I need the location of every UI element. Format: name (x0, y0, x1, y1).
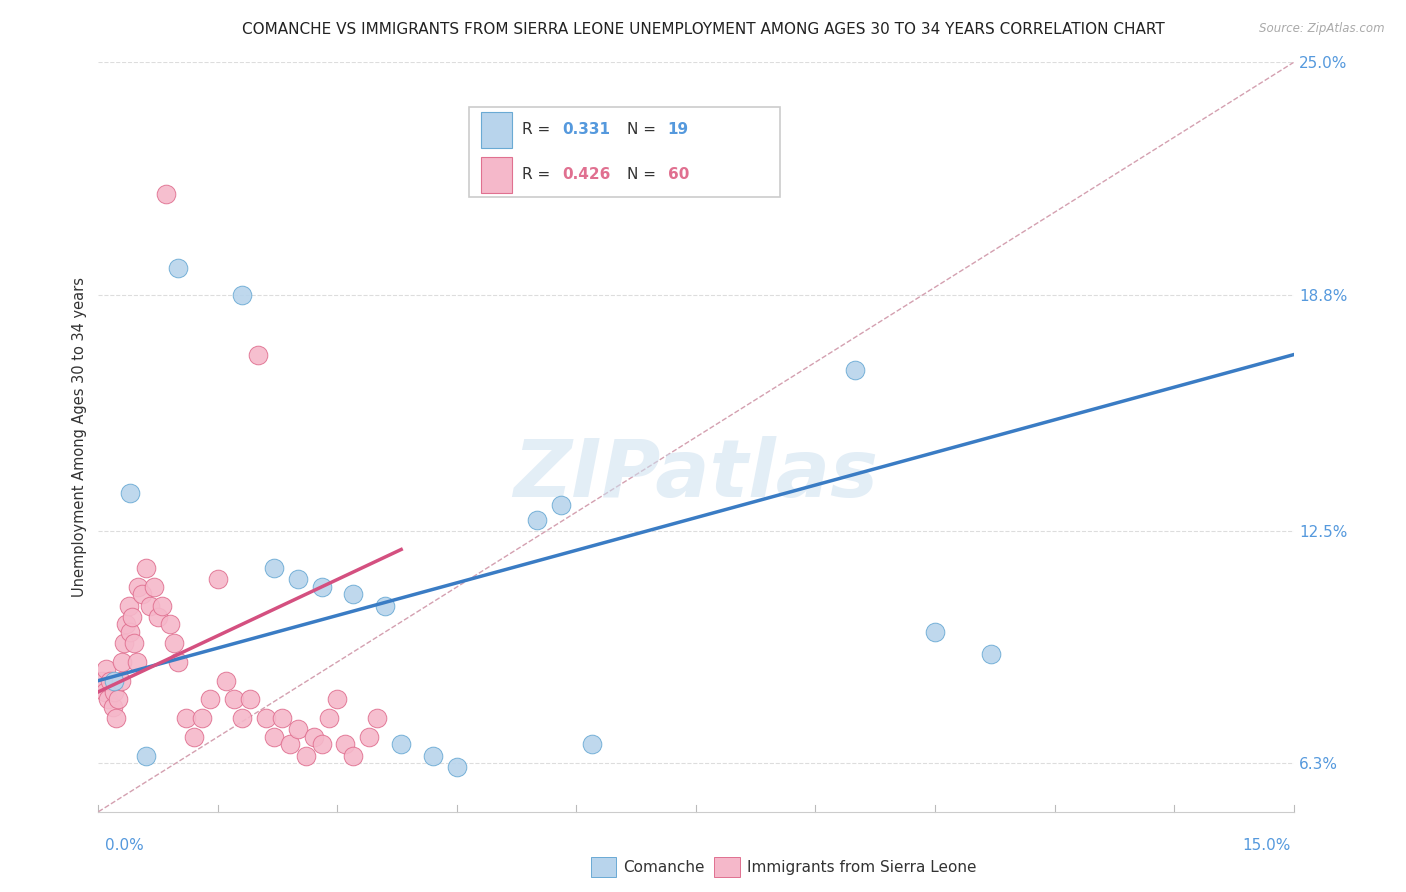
Point (311, 580, 333, 594)
Point (167, 261, 190, 276)
Point (167, 849, 190, 863)
Point (359, 730, 381, 744)
Point (287, 723, 309, 737)
Point (120, 624, 142, 639)
Point (103, 673, 125, 688)
Point (246, 348, 269, 362)
Point (167, 655, 190, 669)
Point (980, 648, 1002, 662)
Point (550, 498, 572, 512)
Point (174, 711, 197, 725)
Text: 15.0%: 15.0% (1243, 838, 1291, 853)
Text: Immigrants from Sierra Leone: Immigrants from Sierra Leone (747, 860, 976, 874)
Point (326, 872, 349, 887)
Point (96, 662, 118, 676)
Point (159, 617, 181, 632)
Point (581, 737, 603, 751)
Point (110, 673, 132, 688)
Point (143, 580, 166, 594)
Point (107, 692, 129, 706)
Point (287, 573, 309, 587)
Text: COMANCHE VS IMMIGRANTS FROM SIERRA LEONE UNEMPLOYMENT AMONG AGES 30 TO 34 YEARS : COMANCHE VS IMMIGRANTS FROM SIERRA LEONE… (242, 22, 1164, 37)
Point (270, 711, 292, 725)
Text: ZIPatlas: ZIPatlas (513, 435, 879, 514)
Point (366, 711, 388, 725)
Point (239, 692, 262, 706)
Point (231, 711, 253, 725)
Point (127, 580, 149, 594)
Point (302, 730, 325, 744)
Point (311, 737, 333, 751)
Text: 0.0%: 0.0% (105, 838, 145, 853)
Point (278, 737, 301, 751)
Point (263, 561, 285, 575)
Point (135, 748, 157, 763)
Point (198, 692, 221, 706)
Point (163, 636, 186, 650)
Point (287, 880, 309, 892)
Point (342, 587, 364, 601)
Point (135, 561, 157, 575)
Point (207, 887, 229, 892)
Point (148, 610, 170, 624)
Point (263, 730, 285, 744)
Point (124, 636, 146, 650)
Point (446, 760, 468, 774)
Point (120, 486, 142, 500)
Point (155, 186, 177, 201)
Point (422, 748, 444, 763)
Point (215, 673, 238, 688)
Point (924, 624, 946, 639)
Point (389, 737, 412, 751)
Text: Comanche: Comanche (623, 860, 704, 874)
Point (191, 711, 214, 725)
Point (131, 587, 153, 601)
Point (294, 748, 316, 763)
Point (335, 737, 357, 751)
Point (111, 655, 134, 669)
Point (342, 748, 364, 763)
Text: Source: ZipAtlas.com: Source: ZipAtlas.com (1260, 22, 1385, 36)
Point (97, 692, 120, 706)
Point (844, 362, 866, 376)
Point (94, 685, 117, 699)
Point (254, 711, 277, 725)
Point (98, 673, 122, 688)
Point (326, 692, 349, 706)
Point (121, 610, 143, 624)
Point (222, 692, 245, 706)
Point (101, 699, 124, 714)
Point (318, 711, 340, 725)
Point (104, 711, 127, 725)
Point (526, 512, 548, 526)
Point (125, 655, 148, 669)
Point (311, 887, 333, 892)
Point (374, 599, 396, 613)
Point (115, 617, 138, 632)
Point (246, 861, 269, 875)
Point (150, 599, 173, 613)
Point (103, 685, 125, 699)
Point (183, 730, 205, 744)
Y-axis label: Unemployment Among Ages 30 to 34 years: Unemployment Among Ages 30 to 34 years (72, 277, 87, 597)
Point (91, 673, 114, 688)
Point (118, 599, 141, 613)
Point (231, 287, 253, 301)
Point (207, 573, 229, 587)
Point (139, 599, 162, 613)
Point (112, 636, 135, 650)
